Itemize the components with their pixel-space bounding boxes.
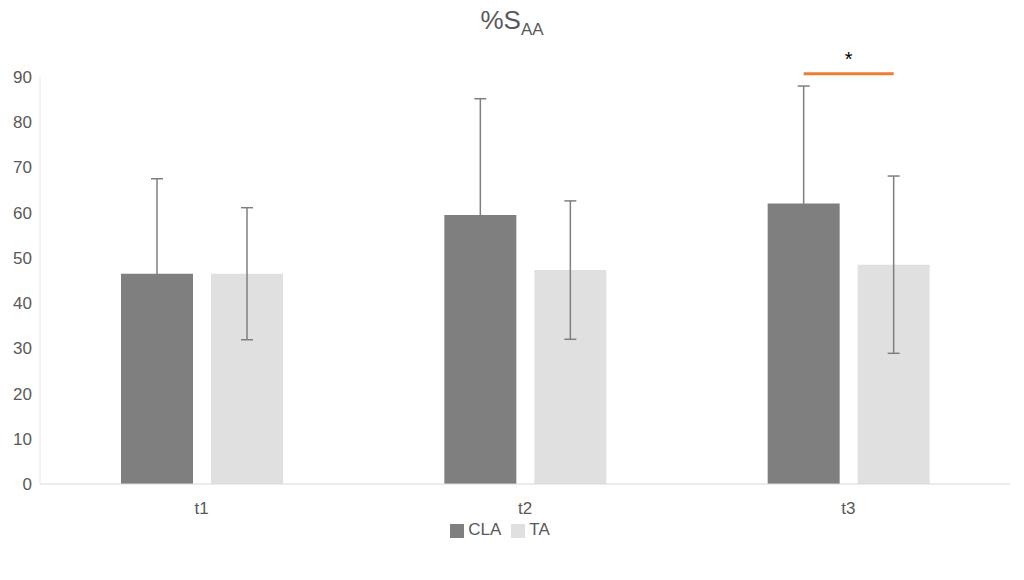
svg-text:0: 0 <box>23 475 32 494</box>
svg-text:t2: t2 <box>518 499 532 518</box>
html-text:CLA: CLA <box>468 520 502 539</box>
svg-text:t1: t1 <box>195 499 209 518</box>
svg-text:40: 40 <box>13 294 32 313</box>
svg-text:80: 80 <box>13 113 32 132</box>
svg-text:50: 50 <box>13 249 32 268</box>
svg-text:90: 90 <box>13 68 32 87</box>
html-text:TA: TA <box>529 520 550 539</box>
svg-text:60: 60 <box>13 204 32 223</box>
html-text:%SAA: %SAA <box>480 5 544 40</box>
svg-text:70: 70 <box>13 158 32 177</box>
svg-text:30: 30 <box>13 339 32 358</box>
svg-text:t3: t3 <box>841 499 855 518</box>
svg-text:10: 10 <box>13 430 32 449</box>
svg-text:*: * <box>845 48 853 70</box>
svg-text:20: 20 <box>13 385 32 404</box>
